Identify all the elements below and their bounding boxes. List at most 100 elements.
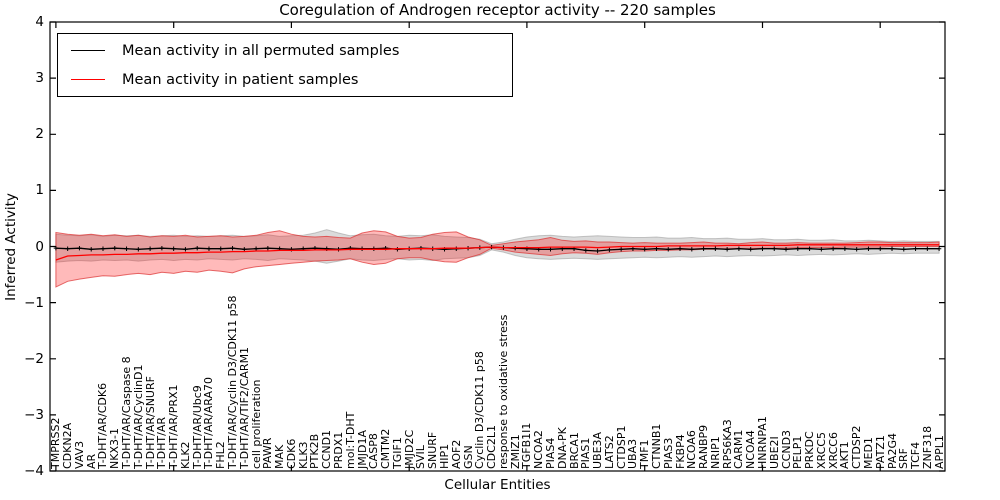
plus-marker (689, 247, 695, 252)
x-tick-label: NRIP1 (708, 436, 722, 469)
plus-marker (548, 247, 553, 252)
x-tick-label: FHL2 (214, 441, 228, 469)
plus-marker (124, 246, 129, 251)
plus-marker (901, 247, 906, 252)
x-tick-label: CTNNB1 (649, 423, 663, 469)
x-tick-label: TCF4 (909, 441, 923, 469)
x-tick-label: PIAS1 (579, 437, 593, 469)
y-tick-label: 2 (35, 126, 44, 143)
plus-marker (183, 247, 188, 252)
plus-marker (583, 248, 589, 253)
x-tick-label: HNRNPA1 (755, 416, 769, 469)
plus-marker (701, 246, 706, 251)
plus-marker (713, 246, 718, 251)
x-tick-label: PATZ1 (873, 435, 887, 469)
plus-marker (595, 248, 600, 254)
plus-marker (265, 245, 271, 251)
plus-marker (253, 246, 259, 251)
x-tick-label: UBE2I (767, 436, 781, 469)
x-tick-label: T-DHT/AR/Cyclin D3/CDK11 p58 (226, 295, 240, 469)
x-tick-label: DNA-PK (555, 427, 569, 469)
x-tick-label: FKBP4 (673, 434, 687, 469)
x-tick-label: PA2G4 (885, 433, 899, 469)
x-tick-label: PRDX1 (332, 431, 346, 469)
plus-marker (618, 247, 624, 252)
x-tick-label: Cyclin D3/CDK11 p58 (473, 351, 487, 469)
legend: Mean activity in all permuted samples Me… (57, 33, 513, 97)
y-tick-label: 1 (35, 182, 44, 199)
x-tick-label: TGIF1 (390, 437, 404, 469)
x-tick-label: NCOA4 (744, 430, 758, 469)
x-tick-label: PIAS4 (543, 437, 557, 469)
plus-marker (230, 245, 235, 251)
x-tick-label: CASP8 (367, 433, 381, 469)
x-tick-label: PTK2B (308, 433, 322, 469)
x-tick-label: UBE3A (591, 431, 605, 469)
plus-marker (242, 247, 247, 252)
x-tick-label: ZNF318 (920, 425, 934, 469)
x-tick-label: T-DHT/AR/Caspase 8 (120, 356, 134, 469)
x-tick-label: NKX3-1 (108, 428, 122, 469)
plus-marker (795, 246, 800, 251)
plus-marker (159, 245, 165, 251)
x-tick-label: CCND1 (320, 429, 334, 469)
plus-marker (65, 246, 70, 251)
mean-line-patient (55, 244, 940, 261)
x-tick-label: TMF1 (638, 439, 652, 469)
plus-marker (171, 246, 176, 251)
y-tick-label: −2 (24, 350, 44, 367)
plus-marker (666, 247, 671, 252)
x-tick-label: T-DHT/AR/CyclinD1 (131, 364, 145, 469)
plus-marker (724, 247, 730, 252)
y-tick-label: 3 (35, 70, 44, 87)
x-tick-label: CMTM2 (379, 428, 393, 469)
plus-marker (677, 246, 683, 251)
x-tick-label: PRKDC (803, 431, 817, 469)
plus-marker (819, 247, 824, 252)
legend-line-swatch-patient (71, 79, 105, 80)
x-tick-label: VAV3 (72, 440, 86, 469)
x-tick-label: T-DHT/AR/ARA70 (202, 377, 216, 469)
plus-marker (89, 247, 94, 252)
x-tick-label: LATS2 (602, 435, 616, 469)
x-tick-label: AKT1 (838, 441, 852, 469)
x-tick-label: CTDSP1 (614, 425, 628, 469)
plus-marker (195, 245, 200, 251)
plus-marker (842, 246, 848, 251)
plus-marker (206, 246, 212, 251)
plus-marker (830, 246, 836, 251)
y-tick-label: 4 (35, 14, 44, 30)
x-tick-label: SNURF (426, 431, 440, 469)
x-tick-label: RANBP9 (697, 424, 711, 469)
plus-marker (642, 247, 647, 252)
plus-marker (925, 246, 930, 251)
x-tick-label: GSN (461, 445, 475, 469)
y-tick-label: −4 (24, 463, 44, 479)
x-tick-label: XRCC5 (814, 432, 828, 469)
x-tick-label: SRF (897, 448, 911, 469)
x-tick-label: UBA3 (626, 438, 640, 469)
y-tick-label: −3 (24, 406, 44, 423)
x-tick-label: mol:T-DHT (343, 411, 357, 469)
plus-marker (654, 246, 659, 251)
x-tick-label: T-DHT/AR/SNURF (143, 376, 157, 469)
x-tick-label: BRCA1 (567, 432, 581, 469)
x-tick-label: MAK (273, 444, 287, 469)
x-tick-label: KLK2 (178, 441, 192, 469)
plus-marker (147, 246, 153, 251)
x-tick-label: NCOA6 (685, 430, 699, 469)
x-tick-label: TGFB1I1 (520, 422, 534, 469)
plus-marker (100, 246, 106, 251)
y-tick-label: 0 (35, 238, 44, 255)
x-tick-label: CDKN2A (61, 422, 75, 469)
plus-marker (913, 246, 918, 251)
plus-marker (736, 246, 742, 251)
x-tick-label: SVIL (414, 445, 428, 469)
x-tick-label: JMJD1A (355, 430, 369, 469)
x-tick-label: CDC2L1 (485, 425, 499, 469)
plus-marker (936, 246, 942, 251)
plus-marker (772, 246, 777, 251)
legend-line-swatch-permuted (71, 50, 105, 51)
